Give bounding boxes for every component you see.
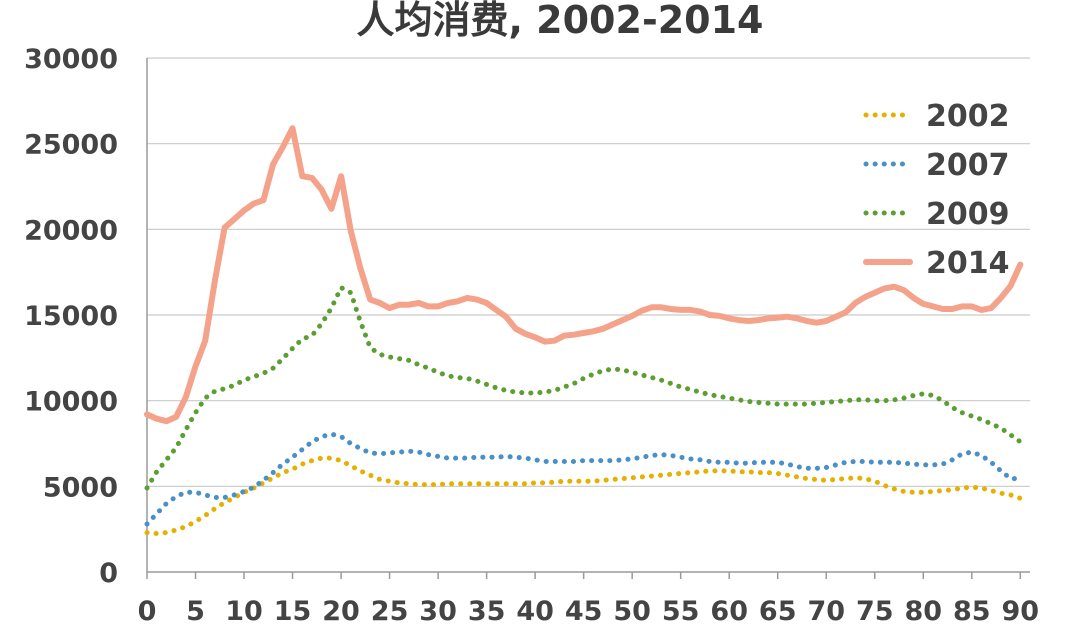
x-tick-label: 15 (274, 596, 312, 627)
x-tick-label: 30 (419, 596, 457, 627)
y-tick-label: 15000 (24, 301, 118, 332)
x-tick-label: 55 (662, 596, 700, 627)
y-tick-label: 5000 (43, 472, 118, 503)
x-tick-label: 90 (1002, 596, 1040, 627)
x-tick-label: 60 (710, 596, 748, 627)
x-tick-label: 20 (322, 596, 360, 627)
x-axis-ticks: 0 5 10 15 20 25 30 35 40 45 50 55 60 65 70 75 80 85 90 (138, 572, 1039, 627)
x-tick-label: 5 (186, 596, 205, 627)
y-tick-label: 30000 (24, 44, 118, 75)
x-tick-label: 70 (807, 596, 845, 627)
legend-label-2009: 2009 (926, 197, 1010, 232)
chart-title: 人均消费, 2002-2014 (357, 0, 764, 42)
series-line-2014 (144, 125, 1024, 425)
y-tick-label: 25000 (24, 130, 118, 161)
x-tick-label: 40 (516, 596, 554, 627)
x-tick-label: 75 (856, 596, 894, 627)
x-tick-label: 25 (371, 596, 409, 627)
y-tick-label: 20000 (24, 215, 118, 246)
grid-lines (147, 57, 1030, 487)
plot-area (144, 125, 1024, 536)
series-line-2002 (144, 455, 1023, 536)
x-tick-label: 65 (759, 596, 797, 627)
x-tick-label: 0 (138, 596, 157, 627)
series-line-2009 (144, 285, 1023, 491)
legend-label-2002: 2002 (926, 99, 1010, 134)
y-tick-label: 10000 (24, 387, 118, 418)
series-line-2007 (144, 431, 1023, 527)
y-tick-label: 0 (99, 558, 118, 589)
x-tick-label: 80 (904, 596, 942, 627)
legend-label-2007: 2007 (926, 148, 1010, 183)
y-axis-ticks: 0 5000 10000 15000 20000 25000 30000 (24, 44, 118, 589)
legend: 2002 2007 2009 2014 (863, 99, 1010, 281)
x-tick-label: 45 (565, 596, 603, 627)
x-tick-label: 10 (225, 596, 263, 627)
x-tick-label: 50 (613, 596, 651, 627)
x-tick-label: 85 (953, 596, 991, 627)
x-tick-label: 35 (468, 596, 506, 627)
legend-label-2014: 2014 (926, 246, 1010, 281)
